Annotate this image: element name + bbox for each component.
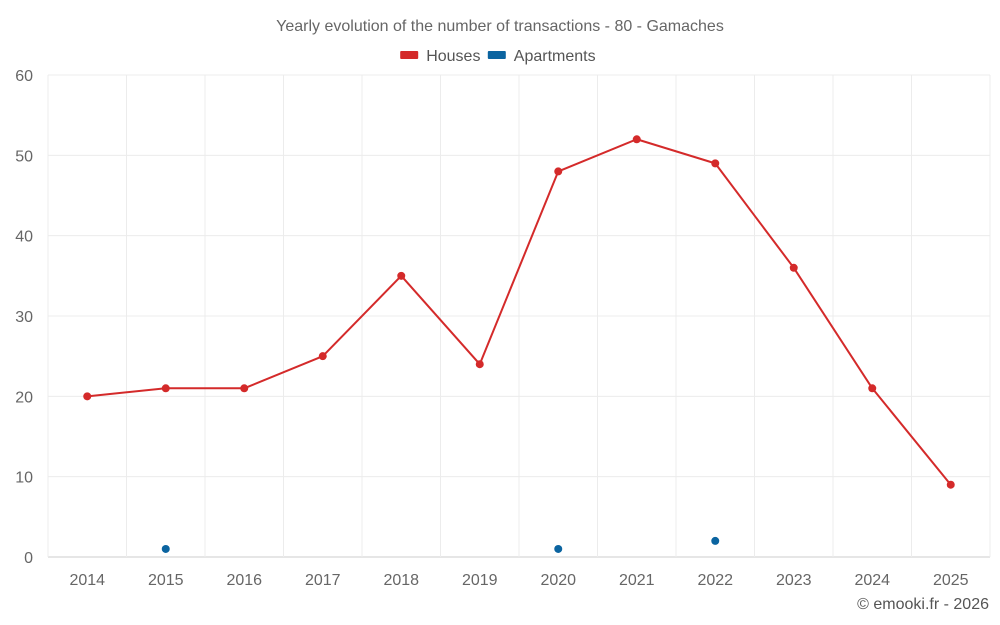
series-line-segment: [87, 387, 166, 398]
legend-label: Houses: [426, 48, 480, 65]
x-tick-label: 2016: [226, 572, 262, 589]
legend[interactable]: Houses Apartments: [400, 48, 596, 65]
legend-label: Apartments: [514, 48, 596, 65]
series-line-segment: [636, 138, 716, 165]
data-point-houses-2024[interactable]: [868, 384, 877, 393]
x-tick-label: 2014: [69, 572, 105, 589]
data-point-houses-2023[interactable]: [789, 263, 798, 272]
data-point-apartments-2015[interactable]: [161, 544, 170, 553]
series-apartments: [161, 536, 720, 553]
credit-text: © emooki.fr - 2026: [857, 596, 989, 613]
x-tick-label: 2019: [462, 572, 498, 589]
x-tick-label: 2024: [854, 572, 890, 589]
data-point-houses-2025[interactable]: [946, 480, 955, 489]
x-tick-label: 2020: [540, 572, 576, 589]
series-line-segment: [243, 355, 324, 390]
y-tick-label: 0: [24, 550, 33, 567]
series-line-segment: [322, 275, 402, 357]
data-point-houses-2017[interactable]: [318, 352, 327, 361]
x-tick-label: 2023: [776, 572, 812, 589]
x-tick-label: 2022: [697, 572, 733, 589]
series-line-segment: [871, 387, 952, 486]
data-point-houses-2020[interactable]: [554, 167, 563, 176]
data-point-houses-2015[interactable]: [161, 384, 170, 393]
x-tick-label: 2021: [619, 572, 655, 589]
data-point-apartments-2022[interactable]: [711, 536, 720, 545]
x-axis: 2014 2015 2016 2017 2018 2019 2020 2021 2022 2023…: [69, 572, 968, 589]
grid: [47, 74, 991, 558]
series-line-segment: [478, 171, 560, 365]
y-tick-label: 40: [15, 229, 33, 246]
legend-item-apartments[interactable]: Apartments: [487, 48, 596, 65]
legend-item-houses[interactable]: Houses: [400, 48, 480, 65]
data-point-houses-2019[interactable]: [475, 360, 484, 369]
data-point-houses-2016[interactable]: [240, 384, 249, 393]
x-tick-label: 2025: [933, 572, 969, 589]
data-point-houses-2018[interactable]: [397, 271, 406, 280]
x-tick-label: 2018: [383, 572, 419, 589]
series-line-segment: [557, 138, 638, 173]
chart-title: Yearly evolution of the number of transa…: [276, 18, 724, 35]
y-axis: 0 10 20 30 40 50 60: [15, 68, 33, 567]
y-tick-label: 30: [15, 309, 33, 326]
data-point-houses-2021[interactable]: [632, 135, 641, 144]
y-tick-label: 50: [15, 148, 33, 165]
legend-swatch: [400, 51, 419, 59]
data-point-houses-2022[interactable]: [711, 159, 720, 168]
y-tick-label: 60: [15, 68, 33, 85]
legend-swatch: [487, 51, 506, 59]
data-point-houses-2014[interactable]: [83, 392, 92, 401]
y-tick-label: 10: [15, 470, 33, 487]
x-tick-label: 2017: [305, 572, 341, 589]
series-houses: [83, 135, 955, 489]
series-layer: [83, 135, 955, 553]
data-point-apartments-2020[interactable]: [554, 544, 563, 553]
series-line-segment: [400, 275, 481, 365]
series-line-segment: [714, 162, 795, 269]
x-tick-label: 2015: [148, 572, 184, 589]
y-tick-label: 20: [15, 389, 33, 406]
series-line-segment: [792, 267, 874, 389]
